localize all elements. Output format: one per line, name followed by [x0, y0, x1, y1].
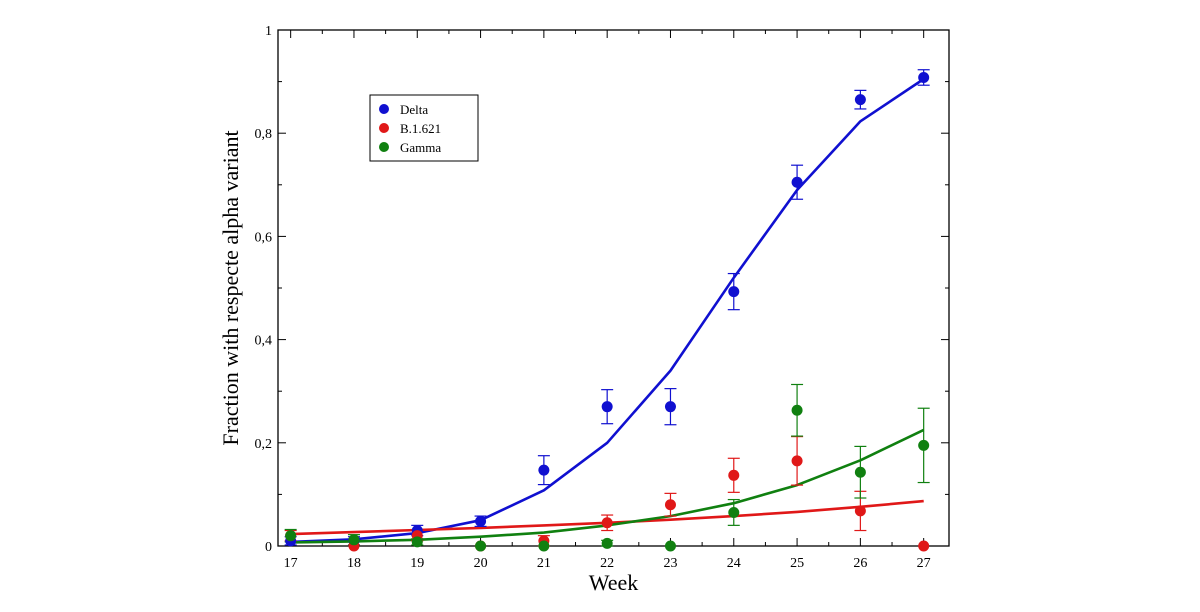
- data-point-delta: [854, 94, 866, 106]
- data-point-gamma: [918, 439, 930, 451]
- x-tick-label: 25: [790, 556, 804, 571]
- data-point-gamma: [601, 537, 613, 549]
- data-point-delta: [475, 515, 487, 527]
- x-tick-label: 24: [727, 556, 741, 571]
- y-tick-label: 0,4: [255, 334, 273, 349]
- y-tick-label: 1: [265, 24, 272, 39]
- data-point-gamma: [854, 466, 866, 478]
- x-tick-label: 22: [600, 556, 614, 571]
- x-tick-label: 26: [853, 556, 867, 571]
- x-tick-label: 21: [537, 556, 551, 571]
- x-tick-label: 19: [410, 556, 424, 571]
- data-point-gamma: [728, 506, 740, 518]
- legend-entry-label: Delta: [400, 102, 428, 117]
- data-point-gamma: [411, 536, 423, 548]
- data-point-gamma: [475, 540, 487, 552]
- data-point-delta: [791, 176, 803, 188]
- legend-marker: [379, 123, 389, 133]
- data-point-gamma: [538, 540, 550, 552]
- x-tick-label: 27: [917, 556, 931, 571]
- data-point-gamma: [348, 534, 360, 546]
- data-point-delta: [664, 401, 676, 413]
- y-tick-label: 0,2: [255, 437, 273, 452]
- data-point-gamma: [664, 540, 676, 552]
- legend-entry-label: Gamma: [400, 140, 441, 155]
- data-point-b-1-621: [791, 455, 803, 467]
- x-tick-label: 23: [663, 556, 677, 571]
- x-tick-label: 18: [347, 556, 361, 571]
- data-point-b-1-621: [601, 517, 613, 529]
- data-point-b-1-621: [664, 499, 676, 511]
- fit-line-delta: [290, 77, 925, 544]
- data-point-b-1-621: [728, 469, 740, 481]
- data-point-delta: [601, 401, 613, 413]
- legend-marker: [379, 142, 389, 152]
- y-tick-label: 0,6: [255, 230, 273, 245]
- legend-marker: [379, 104, 389, 114]
- data-point-b-1-621: [918, 540, 930, 552]
- y-tick-label: 0,8: [255, 127, 273, 142]
- x-tick-label: 20: [474, 556, 488, 571]
- data-point-delta: [538, 464, 550, 476]
- data-point-gamma: [285, 530, 297, 542]
- data-point-b-1-621: [854, 505, 866, 517]
- x-tick-label: 17: [284, 556, 298, 571]
- x-axis-title: Week: [589, 570, 639, 595]
- data-point-gamma: [791, 404, 803, 416]
- y-tick-label: 0: [265, 540, 272, 555]
- data-point-delta: [728, 286, 740, 298]
- y-axis-title: Fraction with respecte alpha variant: [218, 130, 243, 445]
- data-point-delta: [918, 71, 930, 83]
- legend-entry-label: B.1.621: [400, 121, 441, 136]
